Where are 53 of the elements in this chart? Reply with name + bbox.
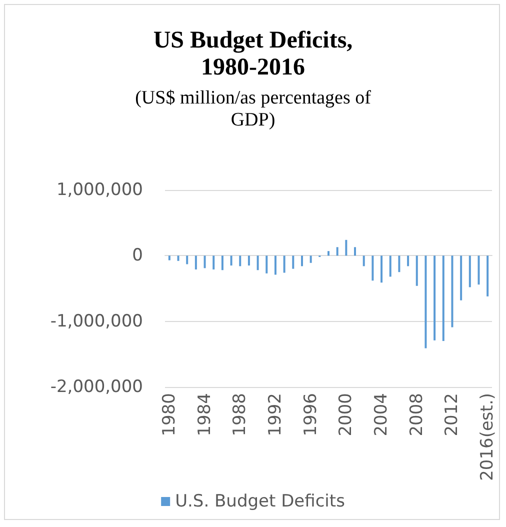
x-tick-label: 1988 — [230, 393, 250, 436]
y-tick-label: -1,000,000 — [50, 311, 143, 332]
bar — [389, 256, 392, 277]
x-tick-label: 2012 — [442, 393, 462, 436]
bar — [407, 256, 410, 266]
bar — [204, 256, 206, 268]
bar — [221, 256, 224, 270]
bar — [248, 256, 250, 266]
y-tick-label: 1,000,000 — [56, 180, 143, 200]
bar — [478, 256, 480, 285]
bar — [354, 247, 356, 256]
bar — [239, 256, 242, 266]
bar — [186, 256, 188, 264]
x-tick-label: 2008 — [406, 393, 427, 436]
x-tick-label: 1992 — [265, 393, 286, 436]
x-tick-label: 1996 — [300, 393, 321, 436]
chart-subtitle: (US$ million/as percentages of GDP) — [135, 88, 372, 130]
bar — [460, 256, 462, 300]
bar — [310, 256, 312, 263]
x-tick-label: 1984 — [194, 393, 215, 436]
bar — [380, 256, 383, 283]
bar — [300, 256, 303, 266]
bar — [256, 256, 259, 270]
bar — [398, 256, 400, 272]
bar — [168, 256, 170, 260]
bar — [212, 256, 215, 270]
bar — [451, 256, 454, 328]
bar — [194, 256, 197, 270]
bar — [292, 256, 294, 269]
bar — [345, 240, 348, 256]
bar — [416, 256, 418, 286]
bar — [468, 256, 471, 288]
y-tick-label: -2,000,000 — [50, 377, 143, 397]
bar — [266, 256, 268, 274]
bar — [230, 256, 232, 266]
bar — [336, 247, 338, 256]
bar — [274, 256, 276, 275]
bar — [177, 256, 180, 261]
x-tick-label: 2004 — [372, 393, 392, 436]
bar — [486, 256, 489, 296]
x-tick-label: 2016(est.) — [478, 393, 498, 481]
bar — [424, 256, 427, 348]
y-tick-label: 0 — [132, 246, 143, 266]
bar — [434, 256, 436, 340]
bar — [362, 256, 365, 266]
chart-title: US Budget Deficits, 1980-2016 — [153, 28, 353, 80]
bar — [442, 256, 444, 342]
bar — [328, 251, 330, 256]
bar — [283, 256, 286, 273]
x-tick-label: 1980 — [159, 393, 180, 436]
x-tick-label: 2000 — [336, 393, 356, 436]
legend-label: U.S. Budget Deficits — [175, 492, 346, 512]
bar — [372, 256, 374, 281]
